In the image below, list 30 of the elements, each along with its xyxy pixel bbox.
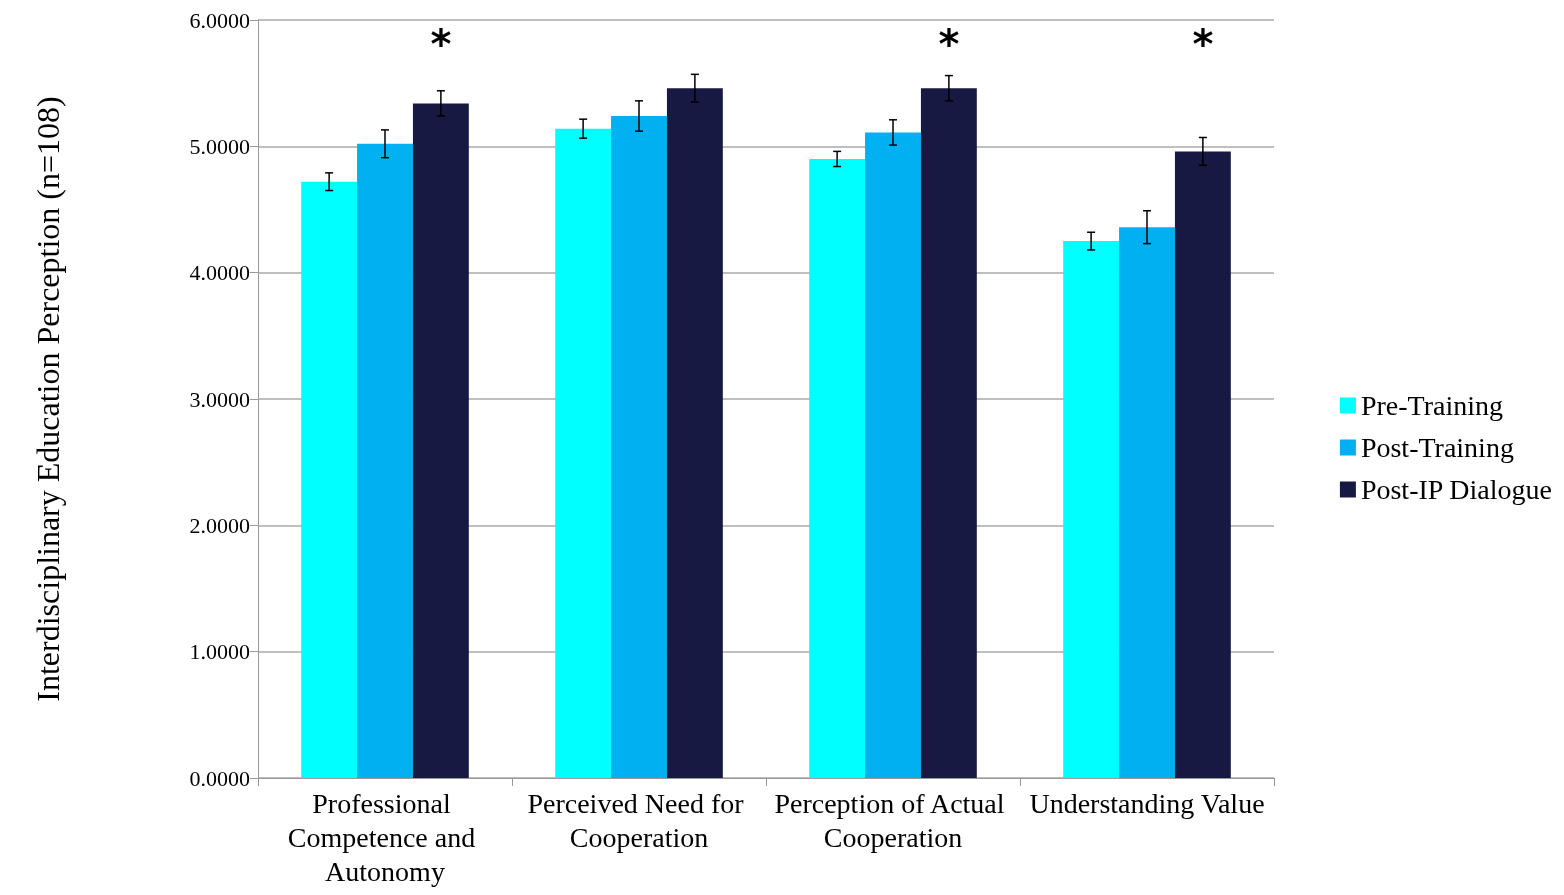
annotation: *	[1192, 21, 1214, 67]
bar	[357, 143, 413, 778]
bar	[412, 103, 469, 778]
y-axis-title: Interdisciplinary Education Perception (n=108)	[30, 96, 66, 702]
bar	[611, 116, 667, 778]
y-tick-label: 3.0000	[189, 386, 250, 412]
bar	[809, 158, 866, 778]
y-tick-label: 2.0000	[189, 512, 250, 538]
y-tick-label: 1.0000	[189, 639, 250, 665]
y-tick-label: 0.0000	[189, 765, 250, 791]
bar	[865, 132, 921, 778]
annotation: *	[430, 21, 452, 67]
legend-label: Post-Training	[1360, 432, 1514, 463]
x-tick-label: Understanding Value	[1029, 787, 1265, 819]
y-tick-label: 6.0000	[189, 7, 250, 33]
bar	[1119, 227, 1175, 778]
bar	[1174, 151, 1231, 778]
y-tick-label: 5.0000	[189, 133, 250, 159]
bar	[666, 88, 723, 778]
bar	[920, 88, 977, 778]
y-tick-label: 4.0000	[189, 260, 250, 286]
x-tick-label: Professional Competence and Autonomy	[287, 787, 483, 887]
bar	[1063, 241, 1120, 778]
bar	[555, 128, 612, 778]
annotation: *	[938, 21, 960, 67]
legend-label: Pre-Training	[1360, 390, 1503, 421]
legend-label: Post-IP Dialogue	[1360, 474, 1552, 505]
x-tick-label: Perception of Actual Cooperation	[774, 787, 1012, 853]
bar	[301, 181, 358, 778]
x-tick-label: Perceived Need for Cooperation	[527, 787, 751, 853]
